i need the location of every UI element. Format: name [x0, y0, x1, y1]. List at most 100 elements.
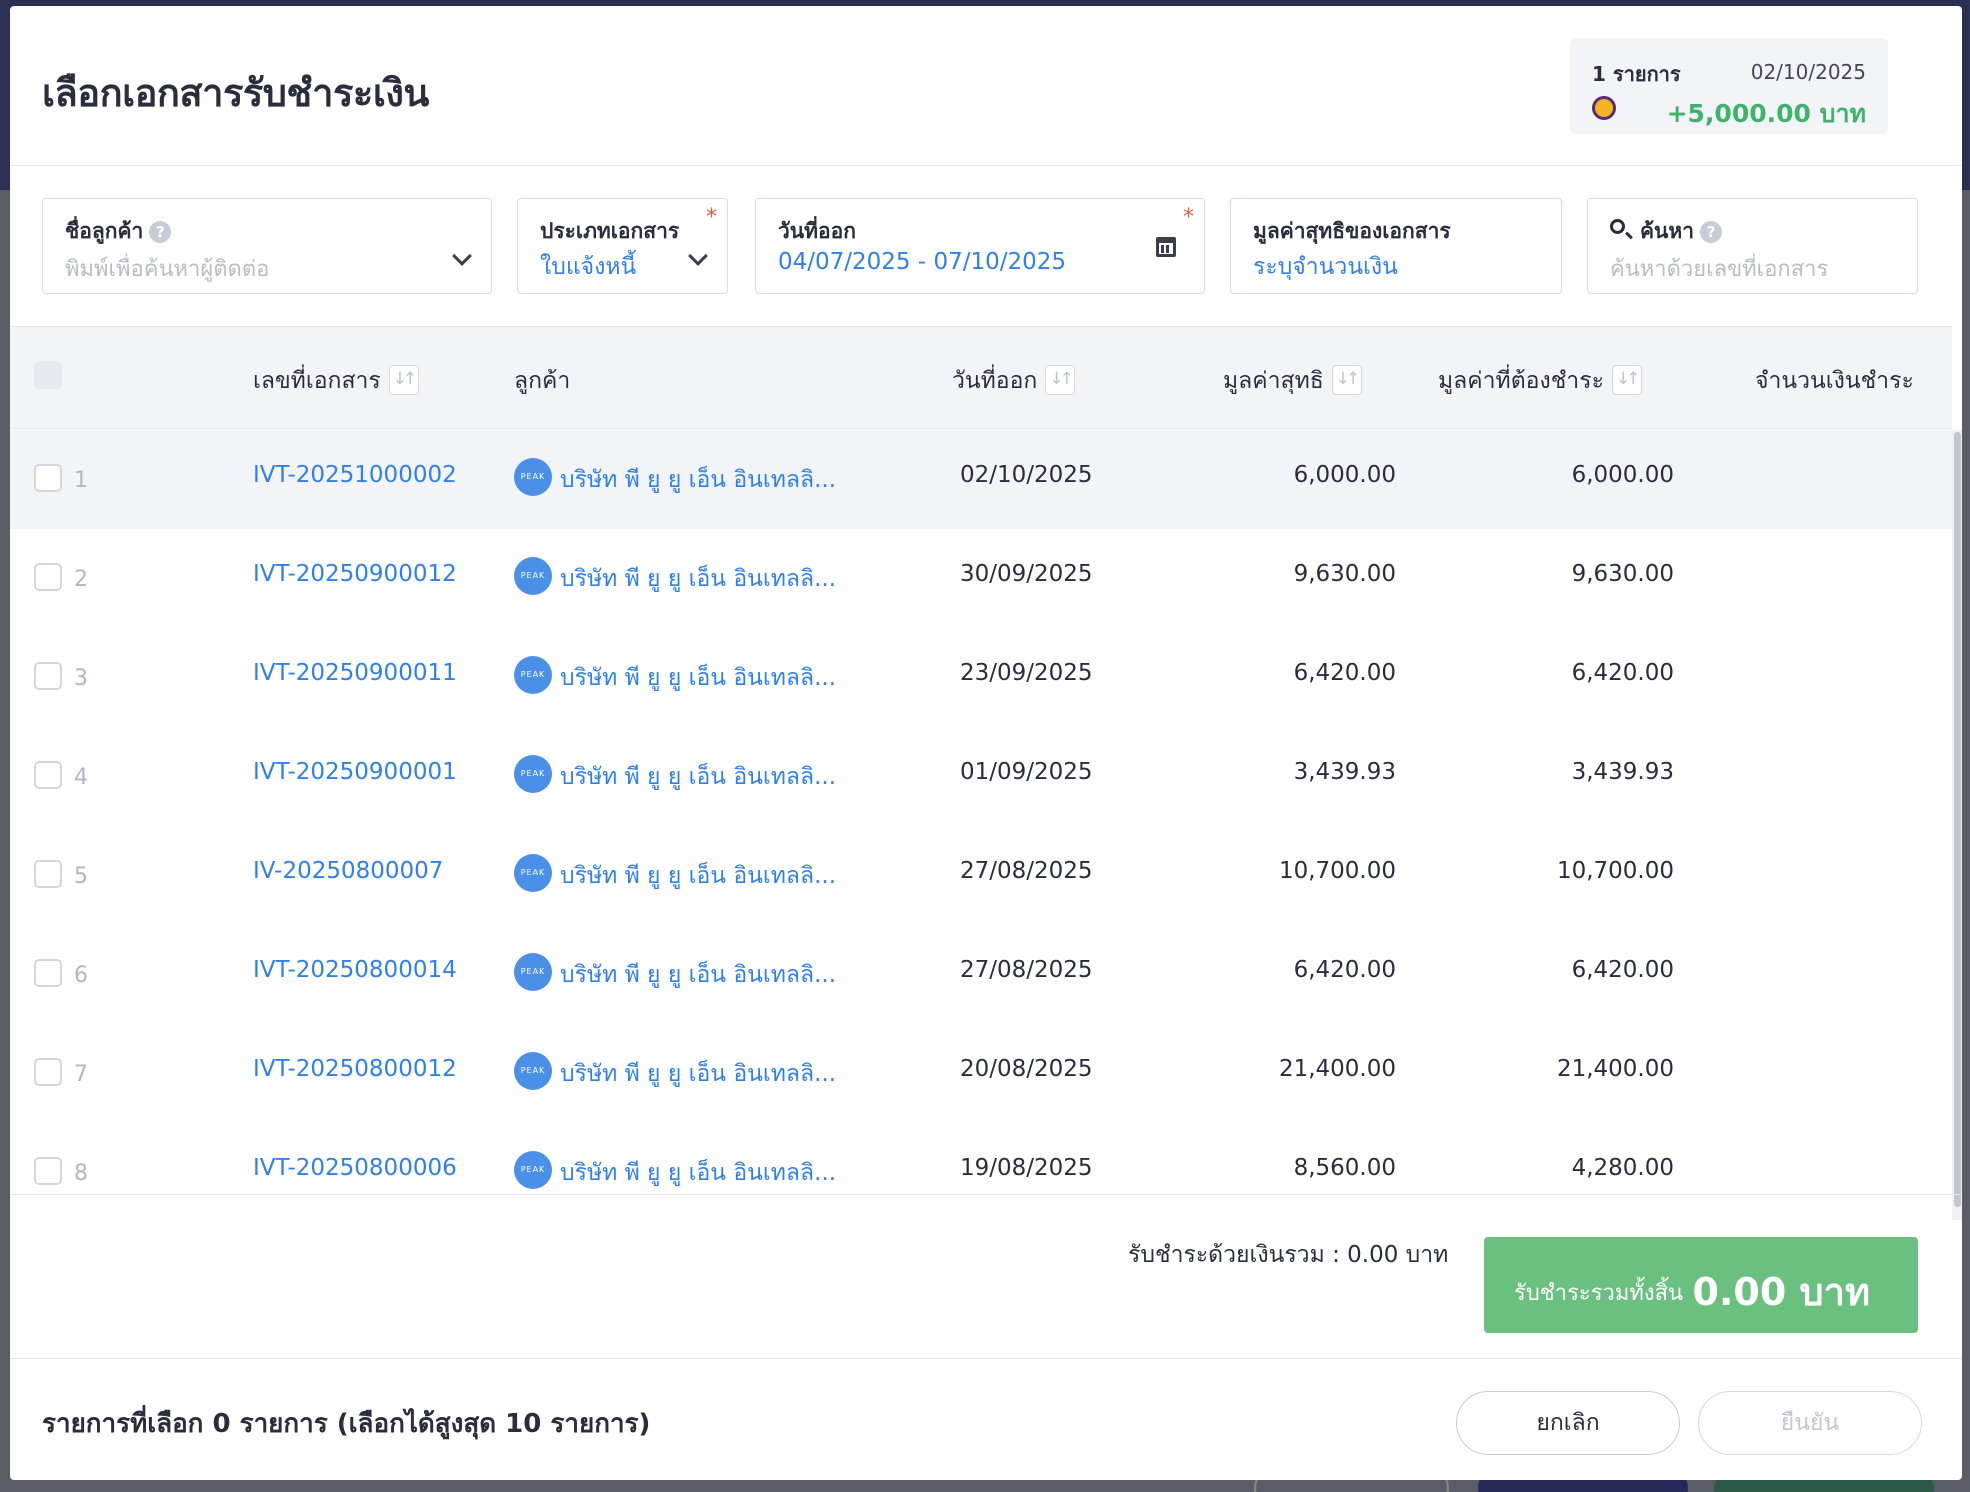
table-scrollbar[interactable] [1952, 430, 1962, 1220]
row-checkbox[interactable] [34, 563, 62, 591]
net-value-cell: 10,700.00 [1278, 858, 1396, 884]
row-number: 4 [74, 765, 88, 790]
grand-total-label: รับชำระรวมทั้งสิ้น [1514, 1281, 1684, 1306]
issue-date-cell: 27/08/2025 [960, 858, 1093, 884]
document-number-link[interactable]: IV-20250800007 [253, 858, 444, 884]
issue-date-cell: 02/10/2025 [960, 462, 1093, 488]
table-row[interactable]: 1 IVT-20251000002 PEAK บริษัท พี ยู ยู เ… [10, 430, 1952, 529]
customer-name-link[interactable]: บริษัท พี ยู ยู เอ็น อินเทลลิ... [560, 962, 837, 988]
table-row[interactable]: 4 IVT-20250900001 PEAK บริษัท พี ยู ยู เ… [10, 727, 1952, 826]
row-number: 7 [74, 1062, 88, 1087]
row-number: 6 [74, 963, 88, 988]
customer-avatar: PEAK [514, 557, 552, 595]
row-number: 2 [74, 567, 88, 592]
due-value-cell: 6,420.00 [1571, 957, 1674, 983]
customer-avatar: PEAK [514, 1052, 552, 1090]
row-checkbox[interactable] [34, 1058, 62, 1086]
document-number-link[interactable]: IVT-20250800006 [253, 1155, 457, 1181]
customer-name-link[interactable]: บริษัท พี ยู ยู เอ็น อินเทลลิ... [560, 665, 837, 691]
search-field[interactable]: ค้นหา? ค้นหาด้วยเลขที่เอกสาร [1587, 198, 1918, 294]
issue-date-cell: 30/09/2025 [960, 561, 1093, 587]
document-type-select[interactable]: ประเภทเอกสาร * ใบแจ้งหนี้ [517, 198, 728, 294]
document-number-link[interactable]: IVT-20250900011 [253, 660, 457, 686]
customer-name-link[interactable]: บริษัท พี ยู ยู เอ็น อินเทลลิ... [560, 467, 837, 493]
net-value-input: ระบุจำนวนเงิน [1253, 254, 1398, 280]
help-icon[interactable]: ? [149, 221, 172, 243]
customer-name-link[interactable]: บริษัท พี ยู ยู เอ็น อินเทลลิ... [560, 1160, 837, 1186]
column-header-issue-date[interactable]: วันที่ออก [952, 363, 1076, 399]
due-value-cell: 9,630.00 [1571, 561, 1674, 587]
chevron-down-icon [688, 246, 708, 266]
document-number-link[interactable]: IVT-20250900012 [253, 561, 457, 587]
net-value-cell: 8,560.00 [1293, 1155, 1396, 1181]
table-header: เลขที่เอกสาร ลูกค้า วันที่ออก มูลค่าสุทธ… [10, 326, 1952, 429]
table-row[interactable]: 2 IVT-20250900012 PEAK บริษัท พี ยู ยู เ… [10, 529, 1952, 628]
document-number-link[interactable]: IVT-20250800012 [253, 1056, 457, 1082]
row-number: 8 [74, 1161, 88, 1186]
sort-icon[interactable] [388, 364, 419, 395]
filter-bar: ชื่อลูกค้า? พิมพ์เพื่อค้นหาผู้ติดต่อ ประ… [10, 166, 1962, 331]
payment-summary-card: 1 รายการ 02/10/2025 +5,000.00 บาท [1570, 38, 1888, 134]
cash-total-text: รับชำระด้วยเงินรวม : 0.00 บาท [1128, 1242, 1449, 1268]
row-checkbox[interactable] [34, 464, 62, 492]
row-number: 3 [74, 666, 88, 691]
summary-amount: +5,000.00 บาท [1666, 99, 1866, 128]
select-payment-documents-modal: เลือกเอกสารรับชำระเงิน 1 รายการ 02/10/20… [10, 6, 1962, 1480]
row-checkbox[interactable] [34, 761, 62, 789]
help-icon[interactable]: ? [1700, 221, 1723, 243]
net-value-cell: 9,630.00 [1293, 561, 1396, 587]
document-number-link[interactable]: IVT-20250800014 [253, 957, 457, 983]
row-number: 5 [74, 864, 88, 889]
net-value-cell: 6,000.00 [1293, 462, 1396, 488]
net-value-cell: 21,400.00 [1278, 1056, 1396, 1082]
calendar-icon [1156, 237, 1176, 257]
column-header-doc-no[interactable]: เลขที่เอกสาร [253, 363, 419, 399]
row-checkbox[interactable] [34, 959, 62, 987]
totals-section: รับชำระด้วยเงินรวม : 0.00 บาท รับชำระรวม… [10, 1194, 1962, 1364]
sort-icon[interactable] [1611, 364, 1642, 395]
search-input[interactable]: ค้นหาด้วยเลขที่เอกสาร [1610, 257, 1829, 282]
table-row[interactable]: 5 IV-20250800007 PEAK บริษัท พี ยู ยู เอ… [10, 826, 1952, 925]
customer-name-link[interactable]: บริษัท พี ยู ยู เอ็น อินเทลลิ... [560, 1061, 837, 1087]
customer-name-link[interactable]: บริษัท พี ยู ยู เอ็น อินเทลลิ... [560, 566, 837, 592]
row-checkbox[interactable] [34, 662, 62, 690]
column-header-net-value[interactable]: มูลค่าสุทธิ [1223, 363, 1362, 399]
customer-name-link[interactable]: บริษัท พี ยู ยู เอ็น อินเทลลิ... [560, 764, 837, 790]
select-all-checkbox[interactable] [34, 361, 62, 389]
due-value-cell: 3,439.93 [1571, 759, 1674, 785]
customer-avatar: PEAK [514, 953, 552, 991]
table-row[interactable]: 3 IVT-20250900011 PEAK บริษัท พี ยู ยู เ… [10, 628, 1952, 727]
customer-filter[interactable]: ชื่อลูกค้า? พิมพ์เพื่อค้นหาผู้ติดต่อ [42, 198, 492, 294]
customer-name-link[interactable]: บริษัท พี ยู ยู เอ็น อินเทลลิ... [560, 863, 837, 889]
customer-avatar: PEAK [514, 1151, 552, 1189]
column-header-due-value[interactable]: มูลค่าที่ต้องชำระ [1438, 363, 1642, 399]
due-value-cell: 6,420.00 [1571, 660, 1674, 686]
table-row[interactable]: 8 IVT-20250800006 PEAK บริษัท พี ยู ยู เ… [10, 1123, 1952, 1200]
document-type-value: ใบแจ้งหนี้ [540, 254, 637, 280]
sort-icon[interactable] [1331, 364, 1362, 395]
customer-avatar: PEAK [514, 656, 552, 694]
row-checkbox[interactable] [34, 1157, 62, 1185]
column-header-pay-amount: จำนวนเงินชำระ [1755, 368, 1914, 394]
required-marker: * [706, 205, 717, 230]
table-row[interactable]: 6 IVT-20250800014 PEAK บริษัท พี ยู ยู เ… [10, 925, 1952, 1024]
net-value-filter[interactable]: มูลค่าสุทธิของเอกสาร ระบุจำนวนเงิน [1230, 198, 1562, 294]
row-number: 1 [74, 468, 88, 493]
summary-item-count: 1 รายการ [1592, 62, 1681, 86]
customer-avatar: PEAK [514, 458, 552, 496]
issue-date-cell: 20/08/2025 [960, 1056, 1093, 1082]
scrollbar-thumb[interactable] [1954, 432, 1961, 1207]
modal-footer: รายการที่เลือก 0 รายการ (เลือกได้สูงสุด … [10, 1358, 1962, 1480]
document-number-link[interactable]: IVT-20251000002 [253, 462, 457, 488]
document-number-link[interactable]: IVT-20250900001 [253, 759, 457, 785]
row-checkbox[interactable] [34, 860, 62, 888]
sort-icon[interactable] [1045, 364, 1076, 395]
required-marker: * [1183, 205, 1194, 230]
issue-date-range-picker[interactable]: วันที่ออก * 04/07/2025 - 07/10/2025 [755, 198, 1205, 294]
modal-header: เลือกเอกสารรับชำระเงิน 1 รายการ 02/10/20… [10, 6, 1962, 166]
net-value-cell: 6,420.00 [1293, 957, 1396, 983]
confirm-button[interactable]: ยืนยัน [1698, 1391, 1922, 1455]
table-row[interactable]: 7 IVT-20250800012 PEAK บริษัท พี ยู ยู เ… [10, 1024, 1952, 1123]
cancel-button[interactable]: ยกเลิก [1456, 1391, 1680, 1455]
modal-title: เลือกเอกสารรับชำระเงิน [42, 71, 429, 115]
